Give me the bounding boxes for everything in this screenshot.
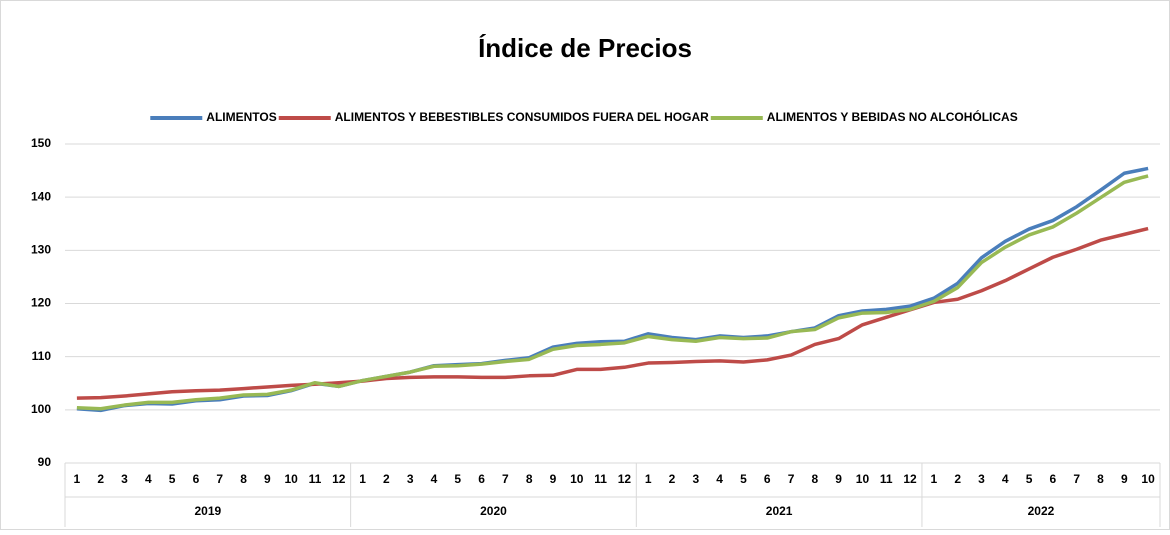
group-label: 2022 bbox=[1028, 504, 1055, 518]
x-tick-label: 7 bbox=[502, 472, 509, 486]
x-tick-label: 4 bbox=[145, 472, 152, 486]
x-tick-label: 12 bbox=[903, 472, 917, 486]
x-tick-label: 1 bbox=[645, 472, 652, 486]
x-tick-label: 8 bbox=[1097, 472, 1104, 486]
x-tick-label: 1 bbox=[931, 472, 938, 486]
x-tick-label: 9 bbox=[264, 472, 271, 486]
x-tick-label: 10 bbox=[284, 472, 298, 486]
legend-label: ALIMENTOS bbox=[206, 110, 276, 124]
x-tick-label: 5 bbox=[454, 472, 461, 486]
x-tick-label: 3 bbox=[978, 472, 985, 486]
x-tick-label: 11 bbox=[309, 472, 322, 486]
x-tick-label: 9 bbox=[835, 472, 842, 486]
x-tick-label: 3 bbox=[121, 472, 128, 486]
x-tick-label: 11 bbox=[880, 472, 893, 486]
x-tick-label: 3 bbox=[692, 472, 699, 486]
x-tick-label: 5 bbox=[169, 472, 176, 486]
group-label: 2021 bbox=[766, 504, 793, 518]
x-tick-label: 6 bbox=[1050, 472, 1057, 486]
x-tick-label: 4 bbox=[1002, 472, 1009, 486]
y-tick-label: 90 bbox=[38, 455, 52, 469]
x-tick-label: 5 bbox=[740, 472, 747, 486]
x-tick-label: 10 bbox=[570, 472, 584, 486]
x-tick-label: 1 bbox=[359, 472, 366, 486]
y-tick-label: 150 bbox=[31, 136, 51, 150]
x-tick-label: 7 bbox=[216, 472, 223, 486]
x-tick-label: 9 bbox=[1121, 472, 1128, 486]
x-tick-label: 8 bbox=[240, 472, 247, 486]
x-tick-label: 1 bbox=[74, 472, 81, 486]
y-tick-label: 100 bbox=[31, 402, 51, 416]
x-tick-label: 6 bbox=[478, 472, 485, 486]
x-tick-label: 10 bbox=[1141, 472, 1155, 486]
x-tick-label: 7 bbox=[1073, 472, 1080, 486]
x-tick-label: 4 bbox=[716, 472, 723, 486]
x-tick-label: 3 bbox=[407, 472, 414, 486]
x-tick-label: 6 bbox=[193, 472, 200, 486]
x-tick-label: 8 bbox=[811, 472, 818, 486]
x-tick-label: 5 bbox=[1026, 472, 1033, 486]
x-tick-label: 10 bbox=[856, 472, 870, 486]
y-tick-label: 110 bbox=[32, 349, 52, 363]
y-tick-label: 120 bbox=[31, 296, 51, 310]
x-tick-label: 12 bbox=[618, 472, 632, 486]
x-tick-label: 8 bbox=[526, 472, 533, 486]
group-label: 2020 bbox=[480, 504, 507, 518]
x-tick-label: 4 bbox=[431, 472, 438, 486]
x-tick-label: 9 bbox=[550, 472, 557, 486]
y-tick-label: 130 bbox=[31, 243, 51, 257]
series-line bbox=[76, 226, 1149, 400]
series-line bbox=[76, 174, 1149, 411]
legend-label: ALIMENTOS Y BEBESTIBLES CONSUMIDOS FUERA… bbox=[335, 110, 709, 124]
x-tick-label: 7 bbox=[788, 472, 795, 486]
x-tick-label: 2 bbox=[383, 472, 390, 486]
x-tick-label: 11 bbox=[594, 472, 607, 486]
x-tick-label: 2 bbox=[669, 472, 676, 486]
group-label: 2019 bbox=[194, 504, 221, 518]
chart-title: Índice de Precios bbox=[478, 33, 692, 63]
x-tick-label: 2 bbox=[954, 472, 961, 486]
x-tick-label: 2 bbox=[97, 472, 104, 486]
x-tick-label: 12 bbox=[332, 472, 346, 486]
x-tick-label: 6 bbox=[764, 472, 771, 486]
legend-label: ALIMENTOS Y BEBIDAS NO ALCOHÓLICAS bbox=[767, 109, 1018, 124]
y-tick-label: 140 bbox=[31, 189, 51, 203]
